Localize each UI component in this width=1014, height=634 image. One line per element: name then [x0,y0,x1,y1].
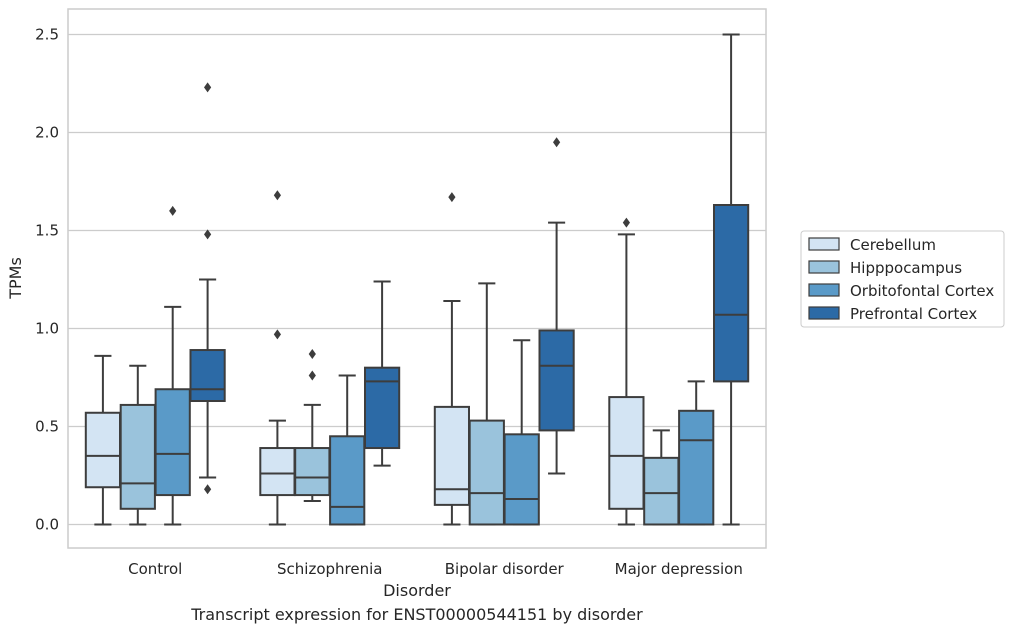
box-iqr [608,396,645,510]
box-hipppocampus-1 [294,348,331,502]
outlier-point [448,192,456,203]
legend-swatch [808,306,840,320]
x-tick-label: Bipolar disorder [445,560,565,578]
box-cerebellum-2 [433,192,471,526]
x-axis-label: Disorder [383,581,451,600]
plot-frame [67,8,767,549]
box-plot-series [84,33,750,526]
box-orbitofontal-cortex-0 [154,205,191,526]
box-hipppocampus-3 [643,429,680,526]
box-iqr [119,403,156,510]
box-iqr [329,435,366,526]
y-tick-label: 0.5 [35,417,59,435]
legend-label: Prefrontal Cortex [850,305,977,323]
outlier-point [204,82,212,93]
y-tick-label: 1.0 [35,319,59,337]
y-tick-label: 2.0 [35,123,59,141]
figure-caption: Transcript expression for ENST0000054415… [191,605,643,624]
legend-label: Orbitofontal Cortex [850,282,994,300]
y-tick-label: 0.0 [35,515,59,533]
box-orbitofontal-cortex-3 [678,380,715,526]
legend-frame [800,230,1005,328]
legend: Cerebellum Hipppocampus Orbitofontal Corte… [800,230,1005,328]
x-tick-label: Schizophrenia [277,560,382,578]
y-axis-label: TPMs [6,257,25,300]
y-axis-ticks: 0.0 0.5 1.0 1.5 2.0 2.5 [35,25,59,533]
box-iqr [363,366,401,450]
x-tick-label: Control [128,560,182,578]
box-prefrontal-cortex-3 [712,33,750,526]
legend-swatch [808,283,840,297]
outlier-point [204,484,212,495]
legend-swatch [808,260,840,274]
outlier-point [273,190,281,201]
outlier-point [169,205,177,216]
outlier-point [622,217,630,228]
legend-label: Cerebellum [850,236,936,254]
box-iqr [712,204,750,383]
outlier-point [204,229,212,240]
box-iqr [468,419,505,526]
box-hipppocampus-2 [468,282,505,526]
box-iqr [154,388,191,497]
x-axis-ticks: Control Schizophrenia Bipolar disorder Majo… [128,560,743,578]
outlier-point [308,348,316,359]
outlier-point [273,329,281,340]
box-prefrontal-cortex-1 [363,280,401,467]
box-iqr [538,329,575,432]
box-iqr [84,411,122,489]
box-iqr [189,349,226,403]
legend-swatch [808,237,840,251]
box-prefrontal-cortex-2 [538,137,575,475]
box-iqr [259,447,296,497]
box-prefrontal-cortex-0 [189,82,226,495]
outlier-point [553,137,561,148]
box-cerebellum-3 [608,217,645,526]
box-cerebellum-1 [259,190,296,526]
box-orbitofontal-cortex-1 [329,374,366,526]
box-iqr [643,456,680,526]
outlier-point [308,370,316,381]
box-hipppocampus-0 [119,364,156,526]
box-orbitofontal-cortex-2 [503,339,540,526]
box-cerebellum-0 [84,354,122,526]
x-tick-label: Major depression [615,560,743,578]
box-iqr [678,409,715,526]
y-tick-label: 2.5 [35,25,59,43]
box-iqr [503,433,540,526]
y-tick-label: 1.5 [35,221,59,239]
box-iqr [294,447,331,497]
legend-label: Hipppocampus [850,259,962,277]
